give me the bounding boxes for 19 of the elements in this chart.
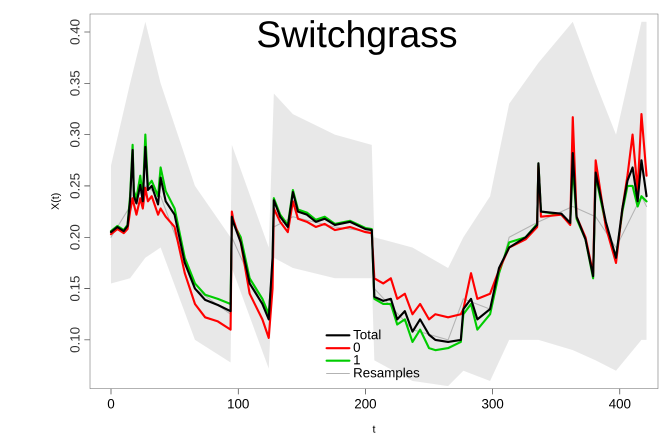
y-tick-label: 0.40 [70,19,80,44]
legend-label: Total [353,330,380,340]
y-tick-label: 0.15 [70,276,80,302]
y-tick-label: 0.30 [70,122,80,148]
legend-label: 1 [354,355,360,364]
x-axis-title: t [372,426,376,433]
y-axis-title: X(t) [51,193,62,210]
chart-title: Switchgrass [258,20,456,55]
x-tick-label: 200 [354,399,376,408]
x-tick-label: 300 [482,399,504,408]
y-tick-label: 0.10 [70,327,80,352]
x-tick-label: 0 [108,399,114,408]
legend-label: 0 [354,342,360,352]
x-tick-label: 400 [609,399,630,408]
y-tick-label: 0.20 [70,224,80,250]
x-tick-label: 100 [228,399,249,408]
y-tick-label: 0.35 [70,70,80,96]
y-tick-label: 0.25 [70,174,80,198]
legend-label: Resamples [354,368,420,380]
